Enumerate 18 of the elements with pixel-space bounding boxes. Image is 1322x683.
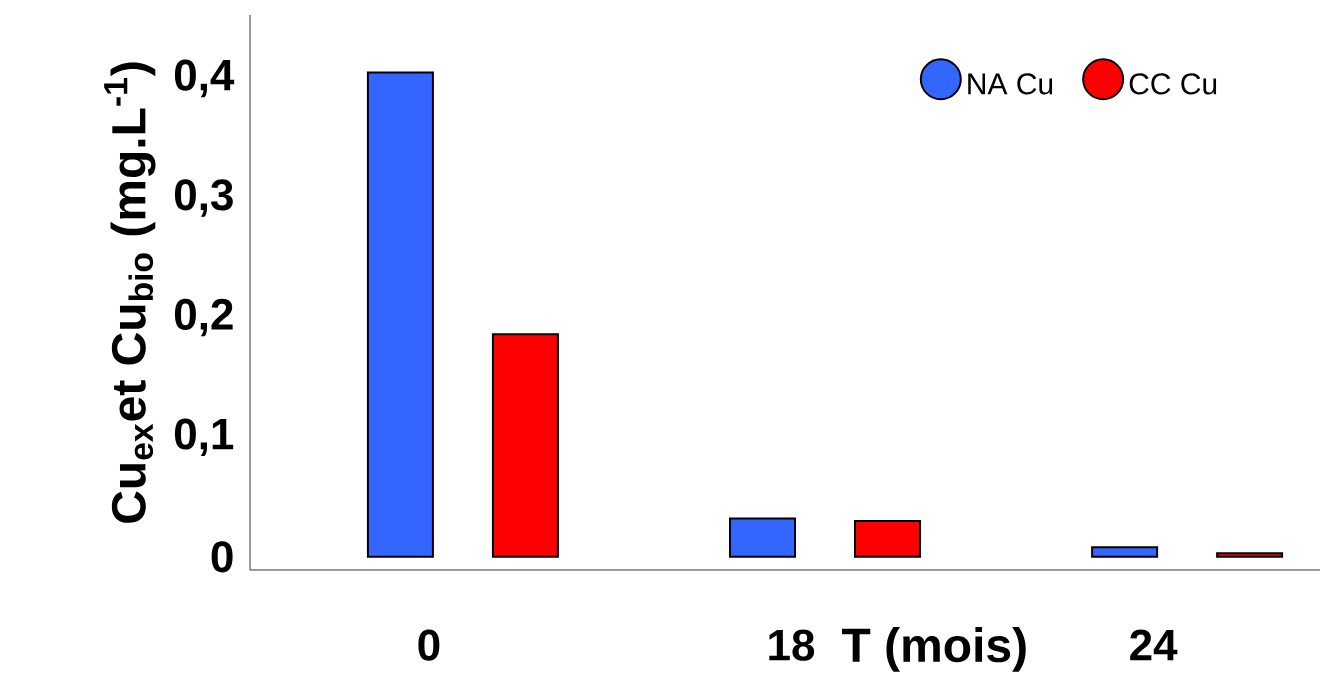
y-tick-label: 0 <box>211 541 233 573</box>
y-tick-label: 0,3 <box>174 179 233 217</box>
bar <box>729 517 797 558</box>
bar <box>1216 552 1284 558</box>
x-tick-label: 24 <box>1130 629 1178 661</box>
y-tick-label: 0,1 <box>174 418 234 456</box>
x-tick-label: 18 <box>769 629 815 661</box>
y-tick-label: 0,4 <box>174 59 235 98</box>
x-axis-title: T (mois) <box>842 627 1026 672</box>
legend-label: CC Cu <box>1129 73 1217 95</box>
bar <box>854 519 922 558</box>
bar <box>491 333 559 558</box>
x-tick-label: 0 <box>418 629 440 661</box>
y-axis-title: Cu$_{ex}$et Cu$_{bio}$ (mg.L$^{-1}$) <box>104 62 156 523</box>
bar <box>366 71 434 558</box>
y-tick-label: 0,2 <box>174 298 233 337</box>
legend-label: NA Cu <box>968 73 1053 95</box>
bar <box>1091 546 1159 558</box>
